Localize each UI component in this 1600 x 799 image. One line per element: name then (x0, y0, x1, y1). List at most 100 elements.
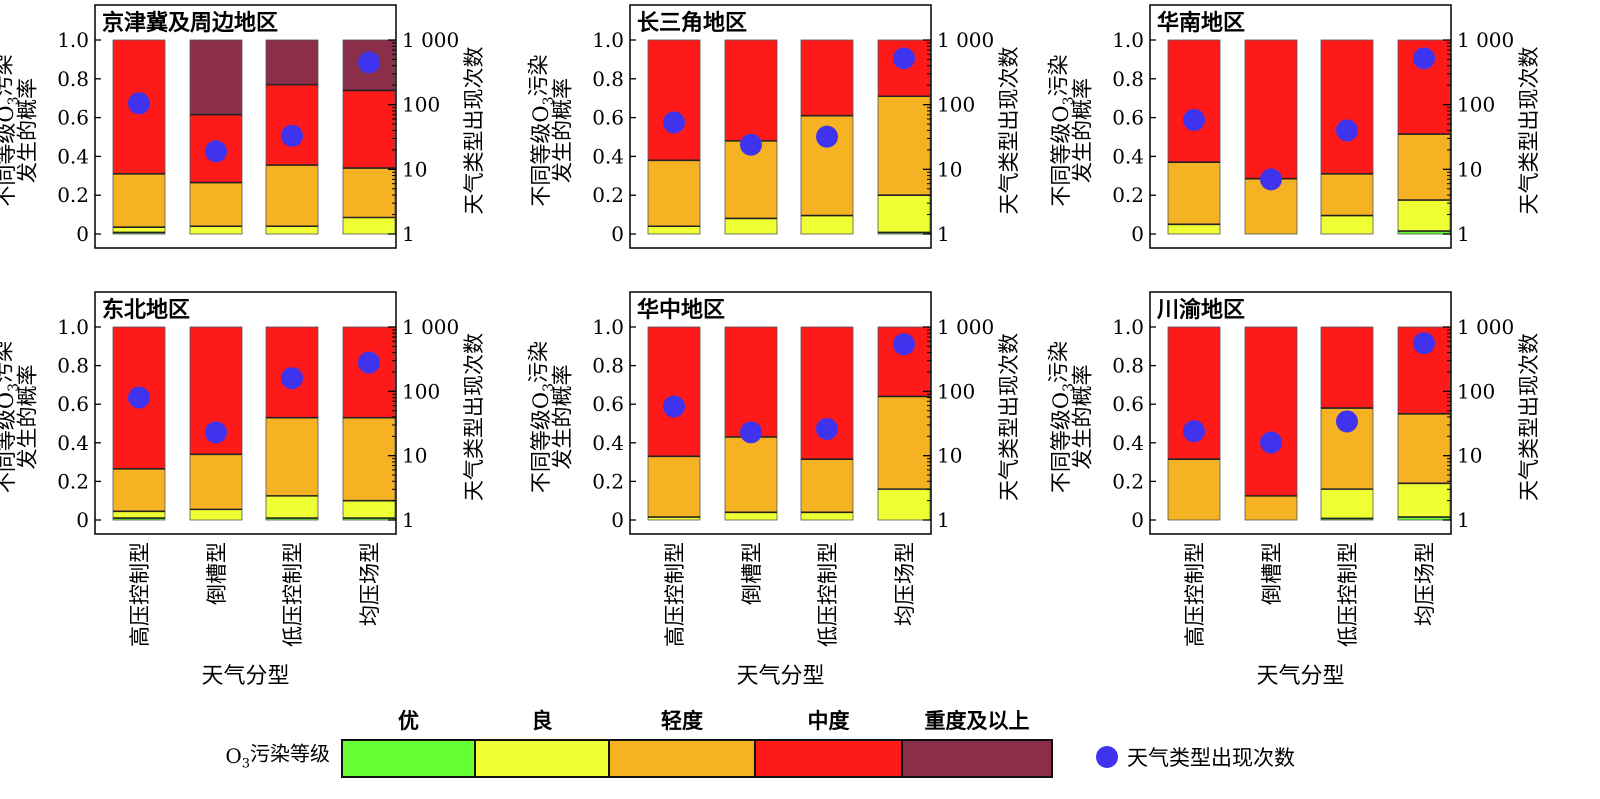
y-tick-label: 0.8 (1112, 354, 1144, 378)
bar-outline (112, 39, 166, 235)
y2-tick-label: 10 (937, 444, 962, 468)
y-tick-label: 0.2 (592, 183, 624, 207)
y2-axis-title: 天气类型出现次数 (1517, 333, 1541, 501)
bar-segment-轻度 (878, 396, 930, 490)
bar-outline (1244, 39, 1298, 235)
panel-3: 华南地区 0 0.2 0.4 0.6 0.8 1.0 1 10 100 1 000 不同等级O3污染发… (1046, 4, 1541, 249)
panel-4: 东北地区 0 0.2 0.4 0.6 0.8 1.0 1 10 100 1 000 不同等级O3污染发… (0, 291, 486, 689)
panel-frame (94, 291, 397, 535)
count-marker (1336, 410, 1358, 433)
count-marker (205, 421, 227, 444)
category-label: 高压控制型 (128, 542, 152, 647)
bar-segment-良 (878, 195, 930, 233)
y2-axis-title: 天气类型出现次数 (462, 47, 486, 215)
y-tick-label: 1.0 (57, 315, 89, 339)
y-tick-label: 0.6 (57, 392, 89, 416)
count-marker (1336, 119, 1358, 142)
y-tick-label: 0.2 (57, 183, 89, 207)
bar-segment-轻度 (1321, 173, 1373, 216)
y-tick-label: 0.6 (592, 392, 624, 416)
y-tick-label: 0.6 (1112, 106, 1144, 130)
count-marker (1413, 332, 1435, 355)
bar-均压场型 (342, 39, 396, 235)
y2-tick-label: 1 (402, 508, 415, 532)
bar-低压控制型 (1320, 326, 1374, 521)
y2-axis-title: 天气类型出现次数 (997, 333, 1021, 501)
y-tick-label: 0.4 (592, 144, 624, 168)
bar-倒槽型 (189, 39, 243, 235)
bar-segment-良 (801, 215, 853, 234)
bar-segment-中度 (1245, 40, 1297, 179)
count-marker (281, 124, 303, 147)
category-label: 倒槽型 (205, 542, 229, 605)
bar-segment-轻度 (725, 437, 777, 513)
bar-低压控制型 (800, 39, 854, 235)
count-marker (893, 333, 915, 356)
bar-outline (724, 326, 778, 521)
bar-segment-良 (113, 511, 165, 519)
count-marker (816, 417, 838, 440)
y-tick-label: 0.8 (592, 67, 624, 91)
category-label: 倒槽型 (1260, 542, 1284, 605)
bar-segment-良 (1168, 224, 1220, 234)
bar-segment-轻度 (648, 160, 700, 227)
bar-outline (189, 326, 243, 521)
y-axis-title: 不同等级O3污染发生的概率 (526, 54, 574, 206)
bar-低压控制型 (800, 326, 854, 521)
y2-axis-title: 天气类型出现次数 (1517, 47, 1541, 215)
bar-segment-良 (1398, 200, 1450, 232)
count-marker (740, 133, 762, 156)
legend-marker-label: 天气类型出现次数 (1127, 746, 1295, 770)
y-tick-label: 0.2 (57, 469, 89, 493)
count-marker (1183, 108, 1205, 131)
bar-segment-中度 (1245, 327, 1297, 496)
bar-segment-轻度 (343, 417, 395, 501)
bar-segment-轻度 (113, 173, 165, 228)
y2-tick-label: 1 000 (1457, 28, 1514, 52)
bar-segment-优 (343, 518, 395, 520)
y-tick-label: 0 (76, 508, 89, 532)
y-tick-label: 1.0 (592, 315, 624, 339)
y2-tick-label: 10 (1457, 157, 1482, 181)
category-label: 均压场型 (358, 542, 382, 626)
count-marker (128, 92, 150, 115)
y2-tick-label: 100 (1457, 379, 1495, 403)
y-axis-title: 不同等级O3污染发生的概率 (526, 341, 574, 493)
bar-均压场型 (1397, 39, 1451, 235)
y2-tick-label: 1 000 (937, 28, 994, 52)
legend-label-良: 良 (532, 709, 553, 733)
bar-倒槽型 (1244, 326, 1298, 521)
count-marker (358, 351, 380, 374)
bar-segment-轻度 (1398, 134, 1450, 201)
legend-label-优: 优 (398, 709, 419, 733)
panel-5: 华中地区 0 0.2 0.4 0.6 0.8 1.0 1 10 100 1 000 不同等级O3污染发… (526, 291, 1021, 689)
bar-segment-中度 (648, 40, 700, 161)
bar-segment-良 (725, 512, 777, 520)
bar-segment-轻度 (190, 182, 242, 227)
y2-tick-label: 100 (402, 379, 440, 403)
y-tick-label: 1.0 (1112, 315, 1144, 339)
bar-outline (647, 39, 701, 235)
bar-segment-轻度 (266, 165, 318, 227)
x-axis-title: 天气分型 (1256, 664, 1344, 689)
count-marker (1413, 47, 1435, 70)
y2-tick-label: 1 (937, 508, 950, 532)
y-tick-label: 0.8 (57, 67, 89, 91)
count-marker (358, 51, 380, 74)
bar-高压控制型 (647, 326, 701, 521)
legend-swatch-优 (341, 739, 476, 778)
y-tick-label: 0 (1131, 222, 1144, 246)
bar-segment-优 (113, 518, 165, 520)
bar-segment-轻度 (343, 168, 395, 218)
y-tick-label: 0.2 (592, 469, 624, 493)
bar-segment-良 (343, 500, 395, 519)
bar-outline (800, 39, 854, 235)
bar-segment-良 (190, 509, 242, 520)
y-tick-label: 1.0 (1112, 28, 1144, 52)
bar-outline (1244, 326, 1298, 521)
count-marker (281, 367, 303, 390)
bar-outline (1320, 326, 1374, 521)
y2-axis-title: 天气类型出现次数 (997, 47, 1021, 215)
panel-frame (94, 4, 397, 249)
y2-tick-label: 1 000 (1457, 315, 1514, 339)
